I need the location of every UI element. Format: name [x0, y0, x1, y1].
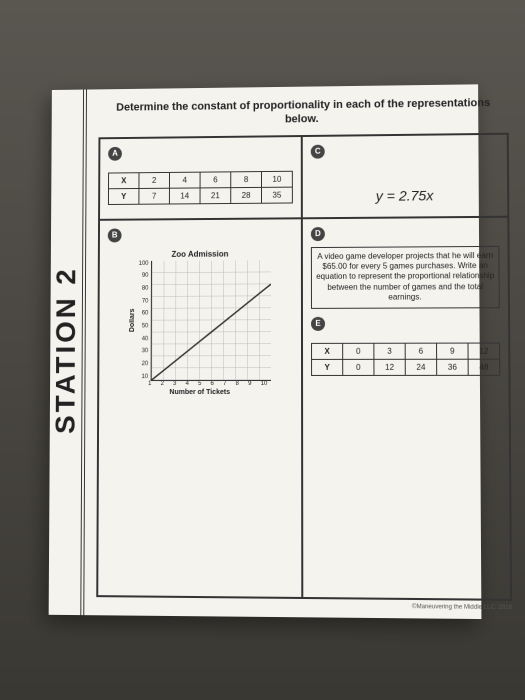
footer-credit: ©Maneuvering the Middle LLC, 2016	[96, 601, 512, 611]
panel-d: D A video game developer projects that h…	[301, 216, 510, 600]
page-header: Determine the constant of proportionalit…	[98, 96, 508, 129]
panel-b: B Zoo Admission Dollars 100 90 80 70 60 …	[97, 218, 302, 598]
badge-e: E	[310, 316, 324, 330]
badge-c: C	[310, 144, 324, 158]
problem-grid: A X 2 4 6 8 10 Y 7 14 21 2	[96, 132, 512, 601]
table-row: X 0 3 6 9 12	[311, 343, 499, 359]
chart-xlabel: Number of Tickets	[169, 389, 230, 396]
worksheet-page: STATION 2 Determine the constant of prop…	[48, 84, 481, 619]
table-row: Y 7 14 21 28 35	[108, 187, 292, 204]
chart-xticks: 1 2 3 4 5 6 7 8 9 10	[148, 381, 267, 387]
description-d: A video game developer projects that he …	[310, 245, 499, 308]
badge-d: D	[310, 227, 324, 241]
equation-c: y = 2.75x	[310, 186, 498, 204]
table-a: X 2 4 6 8 10 Y 7 14 21 28 35	[107, 170, 292, 204]
chart-b: Zoo Admission Dollars 100 90 80 70 60 50…	[107, 247, 293, 396]
table-row: Y 0 12 24 36 48	[311, 359, 499, 375]
chart-ylabel: Dollars	[129, 309, 136, 333]
chart-title: Zoo Admission	[171, 249, 228, 258]
spine: STATION 2	[48, 90, 86, 616]
chart-yticks: 100 90 80 70 60 50 40 30 20 10	[138, 261, 150, 380]
chart-plot	[150, 260, 270, 381]
panel-c: C y = 2.75x	[301, 133, 508, 218]
table-e: X 0 3 6 9 12 Y 0 12 24 36 48	[311, 342, 500, 375]
chart-line	[151, 260, 270, 380]
panel-a: A X 2 4 6 8 10 Y 7 14 21 2	[99, 136, 302, 220]
badge-a: A	[108, 146, 122, 160]
table-row: X 2 4 6 8 10	[108, 171, 292, 188]
spine-title: STATION 2	[49, 267, 81, 435]
badge-b: B	[107, 228, 121, 242]
content-area: Determine the constant of proportionalit…	[84, 84, 525, 620]
